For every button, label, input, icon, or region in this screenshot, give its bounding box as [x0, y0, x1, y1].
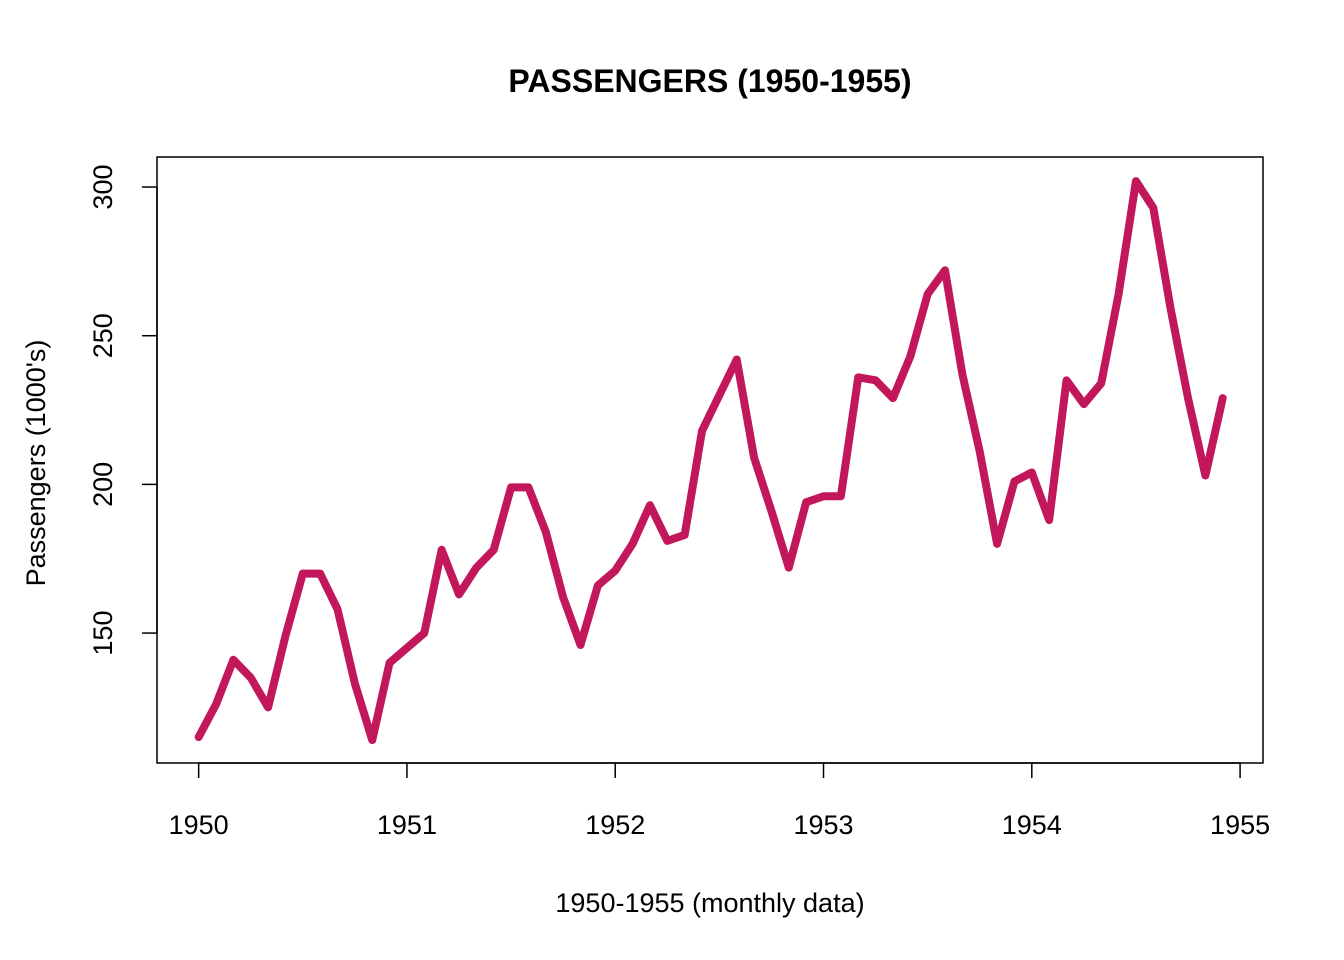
x-tick-label: 1952: [585, 810, 645, 840]
data-point: [1187, 397, 1189, 399]
data-point: [597, 584, 599, 586]
data-point: [649, 504, 651, 506]
data-point: [1100, 382, 1102, 384]
data-point: [857, 376, 859, 378]
data-point: [354, 683, 356, 685]
data-point: [232, 659, 234, 661]
data-point: [979, 451, 981, 453]
data-point: [944, 269, 946, 271]
series-line: [194, 177, 1227, 745]
data-point: [267, 706, 269, 708]
data-point: [701, 430, 703, 432]
data-point: [545, 531, 547, 533]
data-point: [753, 457, 755, 459]
data-point: [441, 549, 443, 551]
data-point: [562, 596, 564, 598]
data-point: [1066, 379, 1068, 381]
y-axis: 150 200 250 300: [88, 165, 158, 656]
data-point: [510, 486, 512, 488]
data-point: [892, 397, 894, 399]
data-point: [1222, 397, 1224, 399]
data-point: [1152, 207, 1154, 209]
data-point: [458, 593, 460, 595]
data-point: [493, 549, 495, 551]
data-point: [840, 495, 842, 497]
y-tick-label: 300: [88, 165, 118, 210]
series-group: [194, 177, 1227, 745]
data-point: [527, 486, 529, 488]
x-tick-label: 1955: [1210, 810, 1270, 840]
x-tick-label: 1950: [169, 810, 229, 840]
y-axis-label: Passengers (1000's): [21, 340, 51, 587]
data-point: [718, 394, 720, 396]
data-point: [302, 573, 304, 575]
data-point: [875, 379, 877, 381]
data-point: [319, 573, 321, 575]
data-point: [215, 703, 217, 705]
data-point: [1170, 308, 1172, 310]
data-point: [1204, 474, 1206, 476]
data-point: [961, 373, 963, 375]
data-point: [1048, 519, 1050, 521]
data-point: [1135, 180, 1137, 182]
data-point: [1013, 480, 1015, 482]
y-tick-label: 250: [88, 313, 118, 358]
y-tick-label: 150: [88, 611, 118, 656]
data-point: [614, 570, 616, 572]
chart-title: PASSENGERS (1950-1955): [508, 63, 911, 99]
data-point: [580, 644, 582, 646]
data-point: [1031, 471, 1033, 473]
data-point: [805, 501, 807, 503]
plot-frame: [156, 156, 1264, 764]
data-point: [770, 510, 772, 512]
data-point: [909, 356, 911, 358]
y-tick-label: 200: [88, 462, 118, 507]
data-point: [406, 647, 408, 649]
data-point: [284, 635, 286, 637]
data-point: [996, 543, 998, 545]
x-axis: 1950 1951 1952 1953 1954 1955: [169, 762, 1270, 840]
x-tick-label: 1954: [1002, 810, 1062, 840]
data-point: [1118, 293, 1120, 295]
data-point: [736, 358, 738, 360]
data-point: [423, 632, 425, 634]
data-point: [788, 567, 790, 569]
data-point: [389, 662, 391, 664]
data-point: [666, 540, 668, 542]
data-point: [371, 739, 373, 741]
data-point: [632, 543, 634, 545]
x-tick-label: 1951: [377, 810, 437, 840]
data-point: [823, 495, 825, 497]
data-point: [198, 736, 200, 738]
data-point: [1083, 403, 1085, 405]
data-point: [475, 567, 477, 569]
data-point: [337, 608, 339, 610]
data-point: [250, 677, 252, 679]
x-axis-label: 1950-1955 (monthly data): [555, 888, 864, 918]
data-point: [684, 534, 686, 536]
x-tick-label: 1953: [793, 810, 853, 840]
data-point: [927, 293, 929, 295]
